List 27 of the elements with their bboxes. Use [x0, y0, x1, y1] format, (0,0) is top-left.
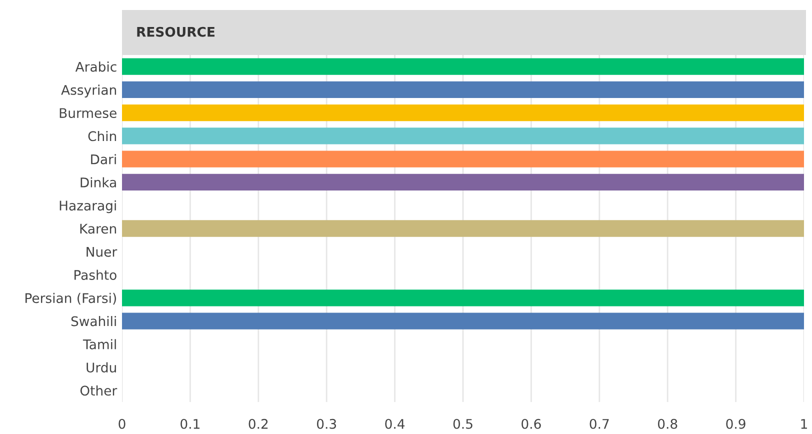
x-tick-label: 0.7 [590, 418, 609, 429]
x-tick-label: 0.1 [180, 418, 200, 429]
x-tick-label: 0.6 [522, 418, 541, 429]
y-tick-label: Chin [88, 130, 116, 142]
y-tick-label: Dinka [80, 177, 116, 188]
y-tick-label: Karen [80, 224, 116, 234]
x-tick-label: 0.2 [248, 418, 268, 429]
x-tick-label: 0.3 [316, 418, 336, 429]
y-tick-label: Persian (Farsi) [26, 292, 116, 305]
y-tick-label: Swahili [71, 316, 116, 326]
x-tick-label: 0.8 [658, 418, 678, 429]
x-tick-label: 0.5 [453, 418, 472, 429]
chart-title: RESOURCE [137, 26, 214, 37]
x-tick-label: 1 [801, 419, 807, 429]
y-tick-label: Nuer [86, 247, 118, 257]
x-tick-label: 0.4 [385, 418, 405, 429]
x-tick-label: 0 [118, 418, 126, 429]
y-tick-label: Other [80, 385, 118, 396]
x-tick-label: 0.9 [726, 418, 746, 429]
y-tick-label: Assyrian [61, 84, 116, 98]
y-tick-label: Arabic [75, 62, 116, 72]
y-tick-label: Pashto [74, 270, 116, 280]
y-tick-label: Tamil [82, 339, 116, 350]
y-tick-label: Hazaragi [60, 200, 116, 214]
y-tick-label: Urdu [86, 362, 116, 372]
y-tick-label: Burmese [60, 108, 116, 118]
y-tick-label: Dari [91, 154, 116, 164]
